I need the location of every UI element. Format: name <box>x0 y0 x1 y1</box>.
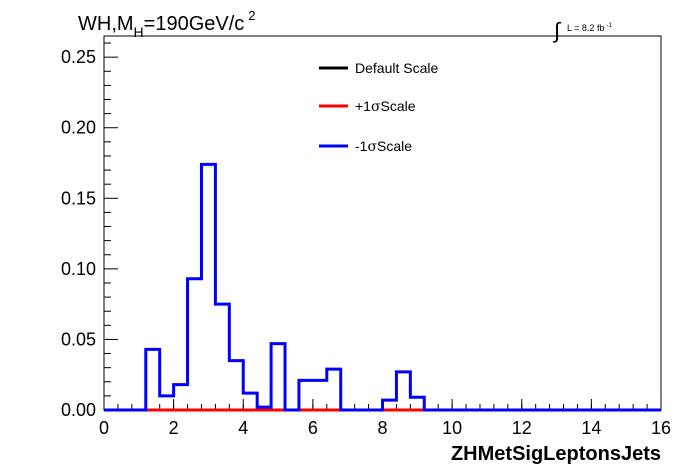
y-tick-label: 0.15 <box>61 188 96 208</box>
chart-title: WH,MH=190GeV/c 2 <box>78 8 256 40</box>
x-tick-label: 14 <box>581 418 601 438</box>
y-tick-label: 0.10 <box>61 259 96 279</box>
x-tick-label: 12 <box>512 418 532 438</box>
x-tick-label: 6 <box>308 418 318 438</box>
x-tick-label: 10 <box>442 418 462 438</box>
x-axis: 0 2 4 6 8 10 12 14 16 <box>99 399 671 438</box>
legend-label-0: Default Scale <box>355 60 438 76</box>
lumi-text: L = 8.2 fb <box>567 23 604 33</box>
y-axis: 0.00 0.05 0.10 0.15 0.20 0.25 <box>61 42 118 420</box>
x-tick-label: 2 <box>169 418 179 438</box>
legend-label-1: +1σScale <box>355 98 416 115</box>
luminosity-label: ∫ L = 8.2 fb -1 <box>552 18 612 43</box>
y-tick-label: 0.25 <box>61 47 96 67</box>
x-tick-label: 0 <box>99 418 109 438</box>
x-tick-label: 16 <box>651 418 671 438</box>
y-tick-label: 0.00 <box>61 400 96 420</box>
y-tick-label: 0.05 <box>61 329 96 349</box>
integral-sign-icon: ∫ <box>552 18 562 43</box>
series-layer <box>104 162 661 412</box>
x-tick-label: 8 <box>377 418 387 438</box>
legend-label-2: -1σScale <box>355 138 412 155</box>
x-tick-label: 4 <box>238 418 248 438</box>
series-line-2 <box>104 162 661 412</box>
svg-text:L = 8.2 fb-1: L = 8.2 fb -1 <box>567 23 612 33</box>
x-axis-label: ZHMetSigLeptonsJets <box>451 443 661 465</box>
lumi-exponent: -1 <box>606 23 612 29</box>
legend: Default Scale +1σScale -1σScale <box>319 60 438 155</box>
y-tick-label: 0.20 <box>61 118 96 138</box>
